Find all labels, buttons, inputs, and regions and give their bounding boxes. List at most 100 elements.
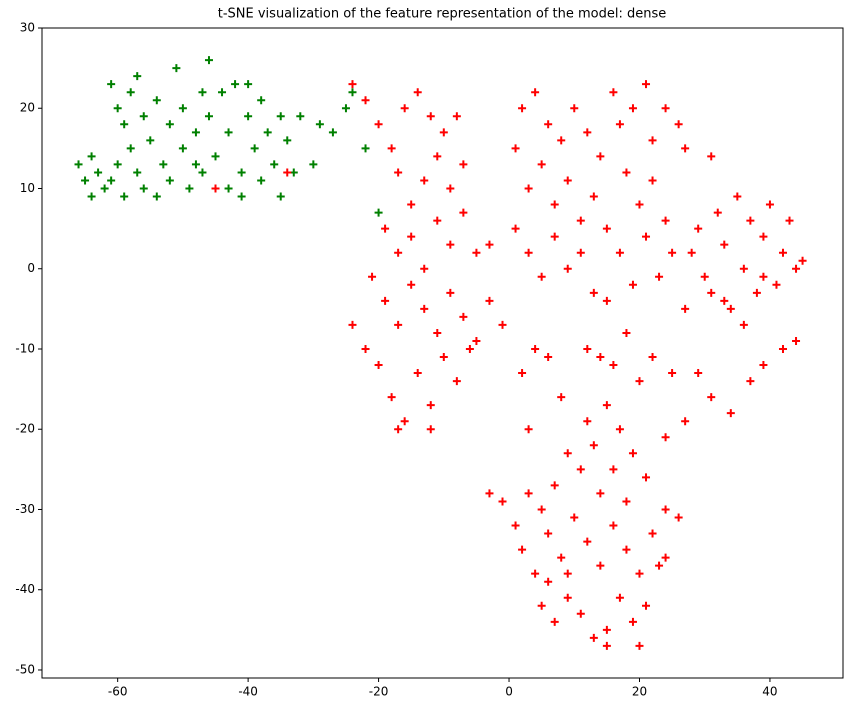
point <box>583 537 592 546</box>
point <box>635 200 644 209</box>
point <box>394 425 403 434</box>
point <box>576 465 585 474</box>
point <box>681 304 690 313</box>
point <box>465 344 474 353</box>
point <box>407 280 416 289</box>
point <box>485 489 494 498</box>
point <box>328 128 337 137</box>
point <box>707 152 716 161</box>
point <box>426 425 435 434</box>
point <box>726 304 735 313</box>
point <box>668 248 677 257</box>
point <box>459 208 468 217</box>
point <box>531 569 540 578</box>
point <box>204 112 213 121</box>
point <box>146 136 155 145</box>
point <box>178 144 187 153</box>
point <box>381 296 390 305</box>
point <box>642 80 651 89</box>
point <box>270 160 279 169</box>
point <box>518 545 527 554</box>
point <box>524 425 533 434</box>
point <box>511 224 520 233</box>
point <box>648 176 657 185</box>
point <box>472 248 481 257</box>
point <box>296 112 305 121</box>
x-tick-label: 20 <box>632 685 647 699</box>
point <box>661 104 670 113</box>
point <box>276 112 285 121</box>
point <box>563 569 572 578</box>
point <box>596 561 605 570</box>
point <box>609 88 618 97</box>
point <box>563 593 572 602</box>
point <box>237 168 246 177</box>
point <box>635 377 644 386</box>
point <box>485 296 494 305</box>
point <box>485 240 494 249</box>
point <box>596 489 605 498</box>
point <box>368 272 377 281</box>
point <box>185 184 194 193</box>
point <box>257 96 266 105</box>
point <box>413 88 422 97</box>
point <box>511 521 520 530</box>
x-tick-label: 40 <box>762 685 777 699</box>
point <box>472 336 481 345</box>
point <box>648 529 657 538</box>
point <box>596 152 605 161</box>
point <box>139 112 148 121</box>
point <box>622 328 631 337</box>
point <box>387 393 396 402</box>
point <box>609 521 618 530</box>
point <box>498 320 507 329</box>
point <box>159 160 168 169</box>
point <box>739 320 748 329</box>
point <box>602 401 611 410</box>
chart-title: t-SNE visualization of the feature repre… <box>218 7 667 22</box>
point <box>589 192 598 201</box>
point <box>622 545 631 554</box>
y-tick-label: -40 <box>15 582 35 596</box>
point <box>628 617 637 626</box>
point <box>544 353 553 362</box>
point <box>589 288 598 297</box>
point <box>407 232 416 241</box>
point <box>178 104 187 113</box>
point <box>394 168 403 177</box>
point <box>550 617 559 626</box>
point <box>524 184 533 193</box>
point <box>531 344 540 353</box>
point <box>537 160 546 169</box>
point <box>374 208 383 217</box>
point <box>498 497 507 506</box>
point <box>283 168 292 177</box>
point <box>394 320 403 329</box>
point <box>263 128 272 137</box>
point <box>511 144 520 153</box>
point <box>648 353 657 362</box>
point <box>283 136 292 145</box>
point <box>681 417 690 426</box>
point <box>204 56 213 65</box>
point <box>218 88 227 97</box>
point <box>700 272 709 281</box>
point <box>570 104 579 113</box>
point <box>694 369 703 378</box>
point <box>407 200 416 209</box>
point <box>615 120 624 129</box>
point <box>661 505 670 514</box>
point <box>550 200 559 209</box>
point <box>648 136 657 145</box>
point <box>211 184 220 193</box>
point <box>524 248 533 257</box>
point <box>211 152 220 161</box>
point <box>661 553 670 562</box>
y-tick-label: 10 <box>20 181 35 195</box>
point <box>452 377 461 386</box>
y-tick-label: -50 <box>15 662 35 676</box>
point <box>674 120 683 129</box>
point <box>746 377 755 386</box>
point <box>544 577 553 586</box>
point <box>537 505 546 514</box>
